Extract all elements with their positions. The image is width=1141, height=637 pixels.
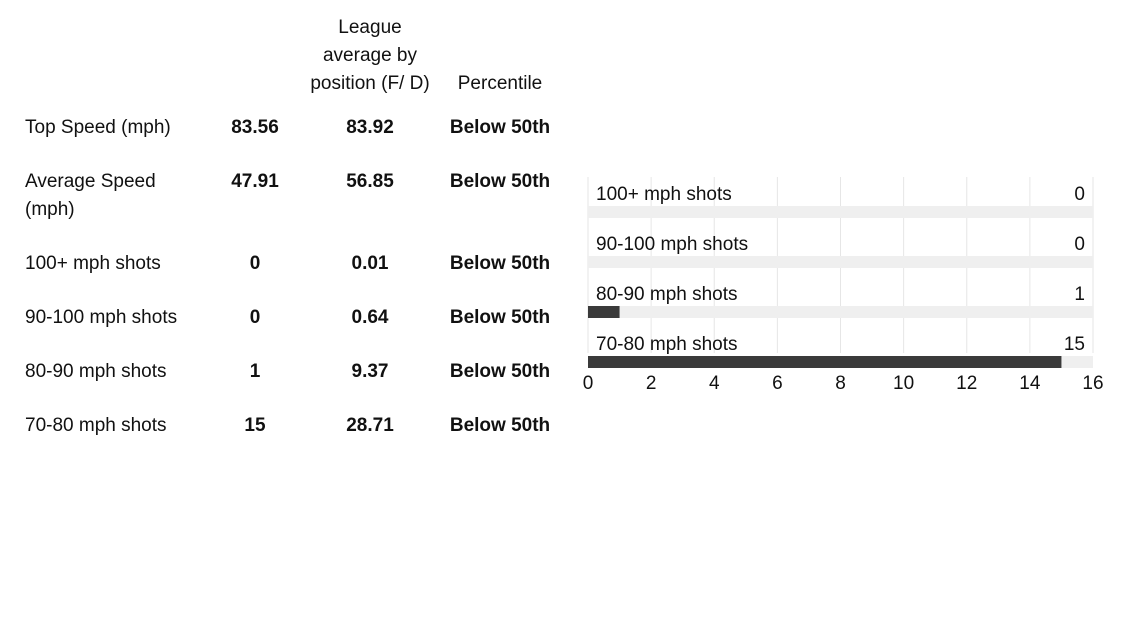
value-cell: 0: [249, 253, 261, 274]
table-header-row: League average by position (F/ D) Percen…: [25, 14, 565, 114]
bar-category-label: 80-90 mph shots: [596, 284, 738, 305]
percentile-cell: Below 50th: [449, 415, 551, 436]
bar-category-label: 70-80 mph shots: [596, 334, 738, 355]
bar: [588, 356, 1062, 368]
table-row: Average Speed (mph) 47.91 56.85 Below 50…: [25, 168, 565, 250]
league-average-cell: 0.01: [351, 253, 389, 274]
percentile-cell: Below 50th: [449, 117, 551, 138]
shot-speed-bar-chart: 100+ mph shots 0 90-100 mph shots 0 80-90 mp…: [583, 177, 1104, 394]
table-row: 80-90 mph shots 1 9.37 Below 50th: [25, 358, 565, 412]
percentile-cell: Below 50th: [449, 171, 551, 192]
league-average-cell: 0.64: [351, 307, 389, 328]
header-percentile: Percentile: [457, 73, 543, 94]
league-average-cell: 56.85: [346, 171, 394, 192]
header-metric: [25, 14, 205, 114]
metric-cell: 80-90 mph shots: [25, 361, 167, 382]
header-value: [205, 14, 305, 114]
header-league-average-text: League average by position (F/ D): [310, 17, 430, 94]
percentile-cell: Below 50th: [449, 253, 551, 274]
table-row: 100+ mph shots 0 0.01 Below 50th: [25, 250, 565, 304]
bar-value-label: 0: [1074, 234, 1085, 255]
bar-category-label: 100+ mph shots: [596, 184, 732, 205]
x-tick-label: 8: [835, 373, 846, 394]
x-tick-label: 14: [1019, 373, 1041, 394]
bar-value-label: 15: [1064, 334, 1085, 355]
metric-cell: 100+ mph shots: [25, 253, 161, 274]
bar: [588, 306, 620, 318]
value-cell: 15: [244, 415, 266, 436]
bar-track: [588, 306, 1093, 318]
x-tick-label: 2: [646, 373, 657, 394]
header-league-average: League average by position (F/ D): [305, 14, 435, 114]
table-row: Top Speed (mph) 83.56 83.92 Below 50th: [25, 114, 565, 168]
value-cell: 1: [249, 361, 261, 382]
bar-value-label: 1: [1074, 284, 1085, 305]
table-row: 70-80 mph shots 15 28.71 Below 50th: [25, 412, 565, 466]
metric-cell: Average Speed (mph): [25, 171, 156, 220]
shot-speed-table: League average by position (F/ D) Percen…: [25, 14, 565, 466]
x-tick-label: 10: [893, 373, 914, 394]
percentile-cell: Below 50th: [449, 307, 551, 328]
percentile-cell: Below 50th: [449, 361, 551, 382]
value-cell: 47.91: [231, 171, 279, 192]
table-row: 90-100 mph shots 0 0.64 Below 50th: [25, 304, 565, 358]
bar-track: [588, 206, 1093, 218]
bar-track: [588, 256, 1093, 268]
league-average-cell: 9.37: [351, 361, 389, 382]
x-tick-label: 4: [709, 373, 720, 394]
x-tick-label: 6: [772, 373, 783, 394]
value-cell: 83.56: [231, 117, 279, 138]
metric-cell: 90-100 mph shots: [25, 307, 178, 328]
bar-value-label: 0: [1074, 184, 1085, 205]
metric-cell: 70-80 mph shots: [25, 415, 167, 436]
value-cell: 0: [249, 307, 261, 328]
metric-cell: Top Speed (mph): [25, 117, 171, 138]
league-average-cell: 28.71: [346, 415, 394, 436]
x-tick-label: 16: [1082, 373, 1103, 394]
bar-category-label: 90-100 mph shots: [596, 234, 748, 255]
x-tick-label: 12: [956, 373, 977, 394]
x-tick-label: 0: [583, 373, 594, 394]
league-average-cell: 83.92: [346, 117, 394, 138]
